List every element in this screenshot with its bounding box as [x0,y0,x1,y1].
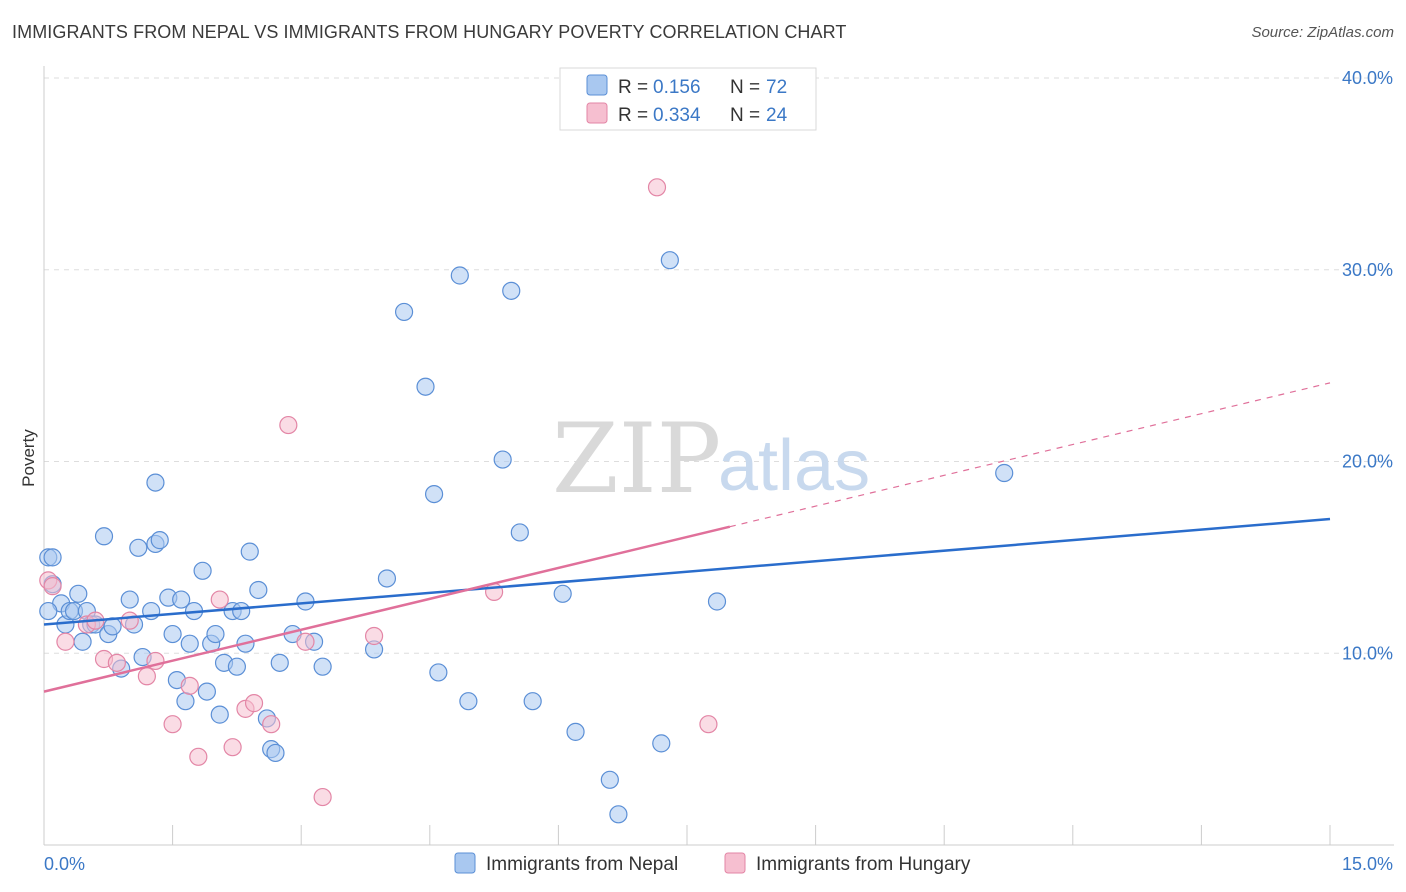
trend-line-hungary [43,525,731,693]
point-nepal [266,743,285,763]
trend-lines [43,382,1331,693]
point-nepal [120,590,139,609]
y-tick-label: 20.0% [1342,452,1393,472]
point-hungary [699,715,718,734]
point-hungary [279,415,298,435]
point-nepal [249,580,268,600]
point-nepal [150,531,169,550]
point-hungary [120,611,139,630]
legend-swatch-nepal [586,74,608,96]
bottom-legend-label-hungary: Immigrants from Hungary [756,854,971,875]
bottom-legend: Immigrants from Nepal Immigrants from Hu… [454,852,971,875]
point-nepal [73,632,92,651]
point-nepal [660,251,679,270]
point-nepal [995,463,1014,483]
point-nepal [210,705,229,724]
point-nepal [129,538,148,557]
point-hungary [56,632,75,651]
point-nepal [394,302,414,322]
point-hungary [244,694,264,713]
point-hungary [210,590,229,609]
y-tick-label: 10.0% [1342,643,1393,663]
bottom-legend-label-nepal: Immigrants from Nepal [486,854,678,875]
legend-r-label: R = [618,77,648,98]
point-nepal [270,653,289,672]
point-nepal [523,692,542,711]
watermark-zip: ZIP [552,403,721,515]
point-nepal [459,692,478,711]
point-nepal [146,473,165,492]
point-hungary [313,787,332,807]
legend-n-value-hungary: 24 [766,105,788,126]
point-nepal [43,548,62,567]
point-hungary [180,676,199,695]
legend-row-nepal: R = 0.156 N = 72 [586,74,787,98]
point-hungary [107,653,126,672]
legend-n-label: N = [730,105,760,126]
point-hungary [364,626,384,646]
point-nepal [39,601,58,621]
legend-n-label: N = [730,77,760,98]
point-nepal [176,692,195,711]
data-points [39,178,1014,824]
point-hungary [137,667,156,686]
point-hungary [163,715,182,734]
bottom-legend-swatch-hungary [724,852,746,874]
point-nepal [206,624,225,644]
y-axis-title: Poverty [19,429,38,487]
point-nepal [502,281,521,300]
point-nepal [510,523,529,542]
point-nepal [180,634,199,653]
watermark: ZIP atlas [552,403,870,515]
point-hungary [647,178,667,197]
bottom-legend-swatch-nepal [454,852,476,874]
y-tick-label: 40.0% [1342,68,1393,88]
point-nepal [197,682,216,701]
point-nepal [240,542,259,561]
point-nepal [609,805,628,824]
y-tick-label: 30.0% [1342,260,1393,280]
legend: R = 0.156 N = 72 R = 0.334 N = 24 [559,67,817,131]
point-nepal [493,450,512,469]
axes [43,66,1394,846]
point-nepal [424,484,444,504]
point-nepal [566,722,585,741]
point-nepal [416,377,435,396]
point-hungary [296,632,315,651]
point-nepal [600,770,619,789]
legend-r-value-hungary: 0.334 [653,105,701,126]
point-nepal [94,527,114,546]
point-nepal [553,584,572,603]
point-nepal [429,663,448,682]
point-nepal [172,590,191,609]
point-hungary [223,738,242,757]
gridlines [44,77,1394,654]
point-nepal [313,657,332,676]
tick-labels: 10.0% 20.0% 30.0% 40.0% 0.0% 15.0% [44,68,1393,874]
point-nepal [450,266,469,285]
x-tick-label: 0.0% [44,854,85,874]
point-hungary [43,577,62,596]
legend-row-hungary: R = 0.334 N = 24 [586,102,788,126]
point-nepal [652,734,671,753]
point-nepal [69,584,88,603]
chart-title: IMMIGRANTS FROM NEPAL VS IMMIGRANTS FROM… [12,22,847,42]
watermark-atlas: atlas [718,426,870,506]
point-hungary [262,715,281,734]
legend-n-value-nepal: 72 [766,77,787,98]
x-tick-label: 15.0% [1342,854,1393,874]
legend-r-label: R = [618,105,648,126]
legend-r-value-nepal: 0.156 [653,77,701,98]
point-hungary [189,747,208,766]
source-credit: Source: ZipAtlas.com [1251,24,1394,41]
point-nepal [232,601,251,621]
point-nepal [707,592,727,611]
legend-swatch-hungary [586,102,608,124]
trend-line-nepal [43,517,1331,626]
point-nepal [227,657,246,676]
point-nepal [377,569,397,588]
point-nepal [163,624,182,644]
point-nepal [193,561,212,580]
